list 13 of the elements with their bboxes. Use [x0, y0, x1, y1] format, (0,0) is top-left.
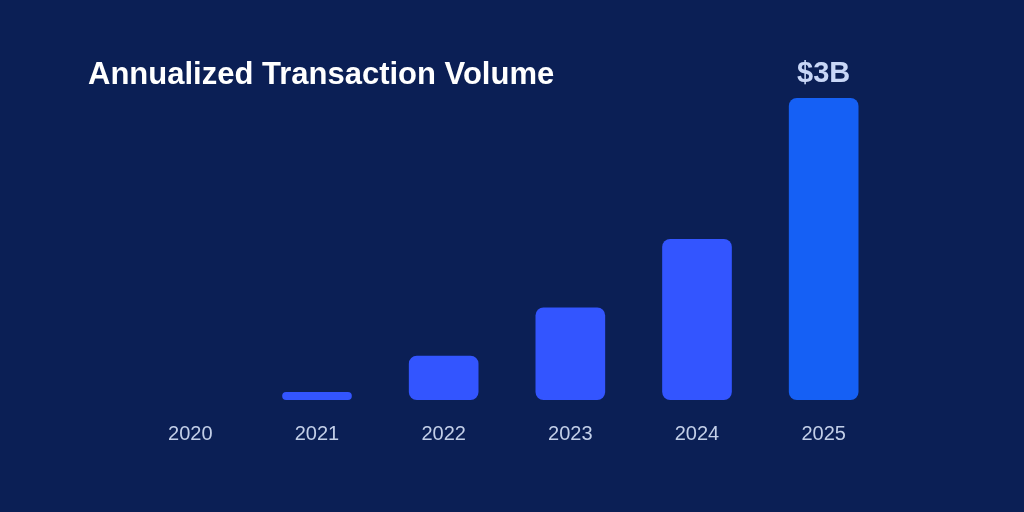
x-tick-label: 2025: [801, 421, 846, 444]
bar: [282, 391, 352, 400]
x-tick-label: 2021: [294, 421, 340, 444]
x-tick-label: 2020: [168, 421, 213, 444]
data-label: $3B: [797, 55, 851, 88]
chart-title: Annualized Transaction Volume: [88, 56, 555, 92]
x-tick-label: 2024: [674, 421, 720, 444]
bar: [788, 98, 859, 400]
x-tick-label: 2022: [421, 421, 466, 444]
bar: [408, 355, 479, 400]
bar: [662, 238, 732, 400]
x-tick-label: 2023: [548, 421, 593, 444]
bar: [535, 307, 606, 400]
